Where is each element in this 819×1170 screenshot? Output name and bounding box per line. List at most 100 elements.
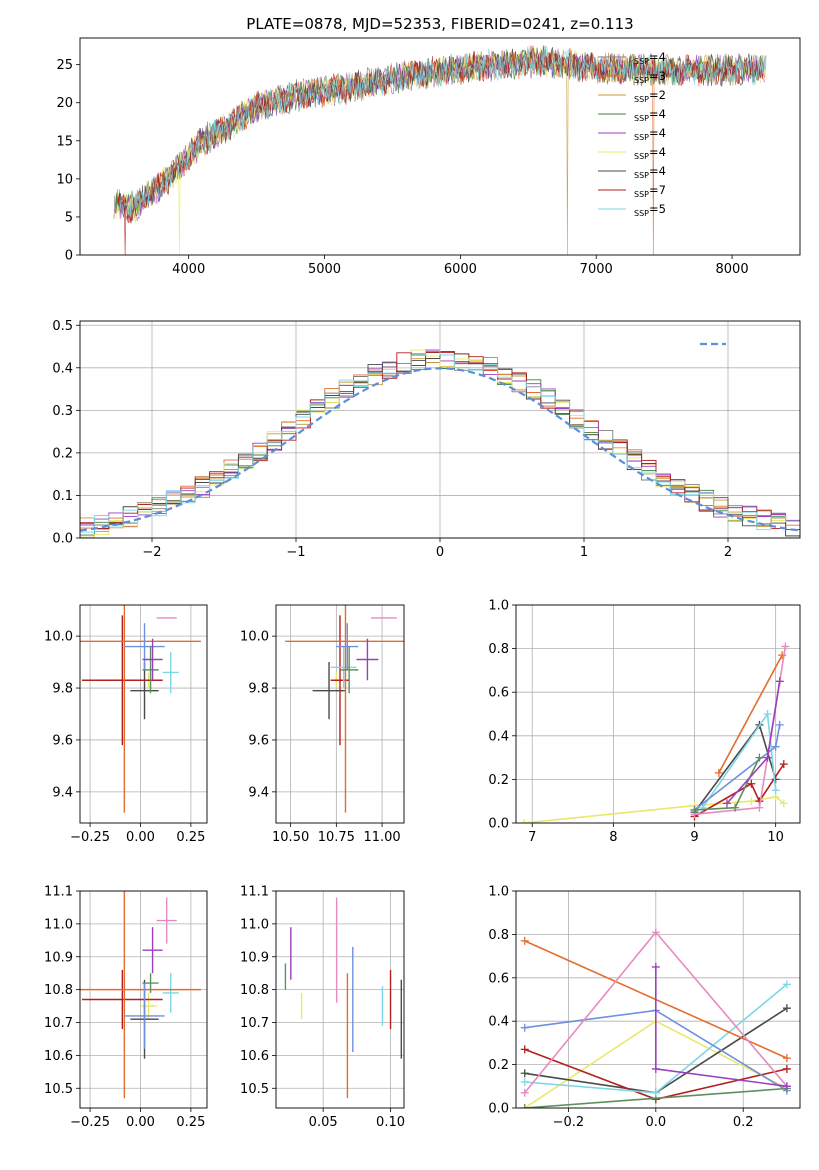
y-tick-label: 9.4 bbox=[52, 785, 73, 800]
x-tick-label: 0.00 bbox=[126, 830, 155, 845]
y-tick-label: 10.7 bbox=[44, 1016, 73, 1031]
x-tick-label: 5000 bbox=[308, 262, 341, 277]
y-tick-label: 9.4 bbox=[248, 785, 269, 800]
legend-entry: SSP=5 bbox=[634, 202, 666, 218]
mass-weight-marker bbox=[779, 799, 788, 808]
mass-weight-marker bbox=[690, 805, 699, 814]
mass-weight-marker bbox=[520, 1104, 529, 1108]
mass-vs-metallicity-panel: −0.25 0.00 0.25 10.5 10.6 10.7 10.8 10.9 11.0 11.… bbox=[44, 885, 208, 1130]
legend-count: =4 bbox=[649, 164, 666, 178]
mass-weight-marker bbox=[771, 742, 780, 751]
y-tick-label: 9.8 bbox=[248, 682, 269, 697]
y-tick-label: 0.3 bbox=[52, 404, 73, 419]
x-tick-label: −0.2 bbox=[553, 1115, 585, 1130]
mass-weight-marker bbox=[520, 1077, 529, 1086]
age-vs-mass-panel: 10.50 10.75 11.00 9.4 9.6 9.8 10.0 bbox=[240, 604, 405, 845]
x-tick-label: 0.25 bbox=[176, 1115, 205, 1130]
mass-weight-marker bbox=[782, 1054, 791, 1063]
mass-weight-marker bbox=[782, 980, 791, 989]
legend-entry: SSP=4 bbox=[634, 50, 666, 66]
mass-weight-marker bbox=[714, 768, 723, 777]
axes-frame bbox=[515, 604, 801, 824]
y-tick-label: 10.5 bbox=[44, 1082, 73, 1097]
legend-count: =4 bbox=[649, 50, 666, 64]
figure-title: PLATE=0878, MJD=52353, FIBERID=0241, z=0… bbox=[246, 15, 633, 33]
x-tick-label: 7 bbox=[528, 830, 536, 845]
legend-count: =4 bbox=[649, 145, 666, 159]
legend-entry: SSP=7 bbox=[634, 183, 666, 199]
mass-weight-marker bbox=[722, 799, 731, 808]
x-tick-label: 4000 bbox=[172, 262, 205, 277]
x-tick-label: 0.00 bbox=[126, 1115, 155, 1130]
spectrum-line bbox=[118, 46, 767, 218]
axes-frame bbox=[79, 890, 208, 1109]
mass-weight-line bbox=[694, 763, 785, 818]
mass-weight-marker bbox=[763, 753, 772, 762]
axes-frame bbox=[79, 37, 801, 256]
mass-weight-marker bbox=[520, 1023, 529, 1032]
legend-subscript: SSP bbox=[634, 209, 649, 218]
mass-weight-marker bbox=[520, 819, 529, 823]
x-tick-label: 0.10 bbox=[376, 1115, 405, 1130]
plot-area bbox=[520, 642, 790, 823]
y-tick-label: 25 bbox=[56, 58, 73, 73]
x-tick-label: −0.25 bbox=[70, 830, 110, 845]
legend-count: =2 bbox=[649, 88, 666, 102]
x-tick-label: 0.2 bbox=[733, 1115, 754, 1130]
legend-subscript: SSP bbox=[634, 95, 649, 104]
legend-count: =4 bbox=[649, 107, 666, 121]
legend-count: =4 bbox=[649, 126, 666, 140]
mass-weight-marker bbox=[782, 1082, 791, 1091]
spectrum-line bbox=[116, 47, 767, 255]
y-tick-label: 10.6 bbox=[240, 1049, 269, 1064]
y-tick-label: 9.8 bbox=[52, 682, 73, 697]
mass-weight-marker bbox=[651, 1088, 660, 1097]
legend-subscript: SSP bbox=[634, 76, 649, 85]
mass-weight-marker bbox=[755, 753, 764, 762]
x-tick-label: 10.75 bbox=[318, 830, 355, 845]
mass-weight-marker bbox=[782, 1064, 791, 1073]
y-tick-label: 10.9 bbox=[44, 950, 73, 965]
y-tick-label: 0.1 bbox=[52, 489, 73, 504]
y-tick-label: 0.8 bbox=[488, 642, 509, 657]
y-tick-label: 10.8 bbox=[44, 983, 73, 998]
y-tick-label: 10.0 bbox=[44, 630, 73, 645]
y-tick-label: 1.0 bbox=[488, 885, 509, 900]
plot-area bbox=[520, 928, 791, 1108]
y-tick-label: 11.0 bbox=[240, 917, 269, 932]
mass-weight-marker bbox=[755, 803, 764, 812]
y-tick-label: 9.6 bbox=[248, 733, 269, 748]
legend-entry: SSP=3 bbox=[634, 69, 666, 85]
mass-weight-vs-age-panel: 7 8 9 10 0.0 0.2 0.4 0.6 0.8 1.0 bbox=[488, 599, 801, 845]
y-tick-label: 0.2 bbox=[488, 1058, 509, 1073]
mass-weight-marker bbox=[775, 677, 784, 686]
y-tick-label: 0.6 bbox=[488, 686, 509, 701]
plot-area bbox=[80, 605, 201, 813]
y-tick-label: 0.2 bbox=[52, 446, 73, 461]
y-tick-label: 5 bbox=[65, 210, 73, 225]
y-tick-label: 9.6 bbox=[52, 733, 73, 748]
y-tick-label: 20 bbox=[56, 96, 73, 111]
histogram-step bbox=[80, 349, 800, 538]
mass-vs-extinction-panel: 0.05 0.10 10.5 10.6 10.7 10.8 10.9 11.0 11.1 bbox=[240, 885, 405, 1131]
y-tick-label: 10.6 bbox=[44, 1049, 73, 1064]
legend-count: =3 bbox=[649, 69, 666, 83]
legend-subscript: SSP bbox=[634, 152, 649, 161]
y-tick-label: 11.1 bbox=[240, 885, 269, 900]
axes-frame bbox=[79, 604, 208, 824]
plot-area bbox=[285, 605, 404, 813]
x-tick-label: 11.00 bbox=[363, 830, 400, 845]
mass-weight-line bbox=[718, 654, 783, 774]
legend-subscript: SSP bbox=[634, 171, 649, 180]
x-tick-label: 0.0 bbox=[645, 1115, 666, 1130]
legend-subscript: SSP bbox=[634, 57, 649, 66]
legend-subscript: SSP bbox=[634, 133, 649, 142]
x-tick-label: −0.25 bbox=[70, 1115, 110, 1130]
age-vs-metallicity-panel: −0.25 0.00 0.25 9.4 9.6 9.8 10.0 bbox=[44, 604, 208, 845]
normal-reference-curve bbox=[80, 367, 800, 532]
mass-weight-marker bbox=[520, 936, 529, 945]
axes-frame bbox=[515, 890, 801, 1109]
x-tick-label: 0.25 bbox=[176, 830, 205, 845]
legend-subscript: SSP bbox=[634, 114, 649, 123]
